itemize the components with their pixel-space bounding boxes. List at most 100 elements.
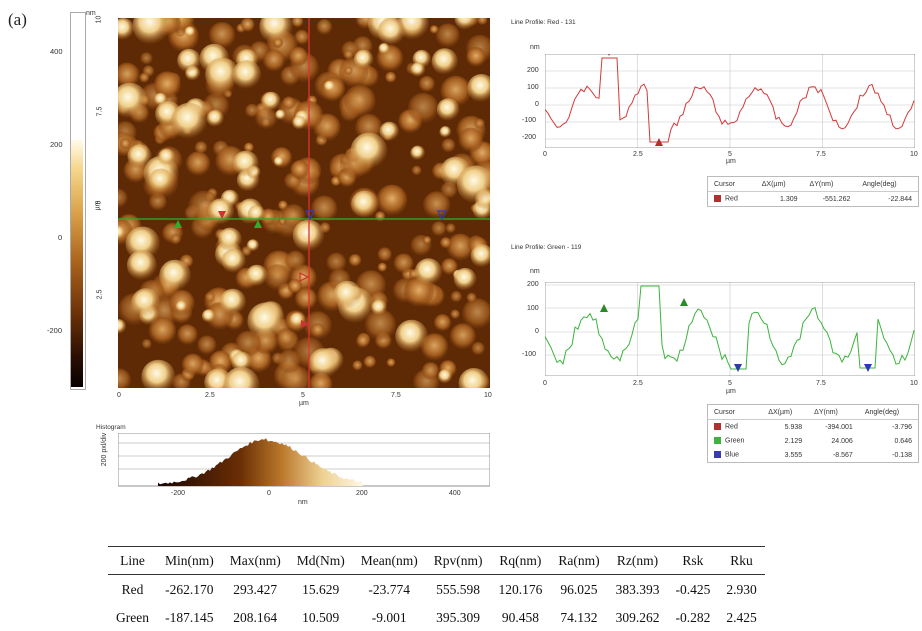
table-cell: 10.509 xyxy=(302,610,340,625)
table-cell: 395.309 xyxy=(436,610,481,625)
legend-cursor-name: Green xyxy=(725,437,745,445)
red-profile-series xyxy=(545,57,915,143)
green-xtick-10: 10 xyxy=(910,380,918,387)
green-profile-chart xyxy=(545,282,915,376)
legend-cursor-name: Red xyxy=(725,423,738,431)
green-swatch-icon xyxy=(714,437,721,445)
red-profile-unit: nm xyxy=(530,44,540,51)
green-profile-series xyxy=(545,285,915,370)
table-cell: -9.001 xyxy=(371,610,407,625)
legend-angle: 0.646 xyxy=(894,437,912,445)
colorbar-unit: nm xyxy=(86,10,96,17)
stats-header: Line xyxy=(108,546,157,575)
legend-dx: 3.555 xyxy=(784,451,803,459)
afm-xlabel: µm xyxy=(299,400,309,407)
table-cell: 555.598 xyxy=(436,582,481,597)
red-xtick-7.5: 7.5 xyxy=(816,151,826,158)
table-cell: 383.393 xyxy=(615,582,660,597)
legend-dy: -394.001 xyxy=(825,423,853,431)
colorbar-tick-400: 400 xyxy=(50,47,63,56)
stats-header: Rsk xyxy=(667,546,719,575)
afm-ytick-7.5: 7.5 xyxy=(96,106,104,117)
histogram-xtick-0: 0 xyxy=(267,490,271,497)
table-cell: -0.282 xyxy=(675,610,711,625)
histogram-title: Histogram xyxy=(96,424,126,431)
afm-ylabel: µm xyxy=(94,200,102,211)
legend-dx: 2.129 xyxy=(784,437,803,445)
green-cursor-marker-1 xyxy=(174,220,182,228)
red-cursor-marker-on-green xyxy=(218,211,226,219)
green-xtick-0: 0 xyxy=(543,380,547,387)
table-cell: 74.132 xyxy=(560,610,598,625)
legend-header-angle: Angle(deg) xyxy=(862,180,897,188)
red-cursor-legend: Cursor ΔX(µm) ΔY(nm) Angle(deg) Red 1.30… xyxy=(707,176,919,207)
green-xtick-7.5: 7.5 xyxy=(816,380,826,387)
legend-header-angle: Angle(deg) xyxy=(864,408,900,416)
red-swatch-icon xyxy=(714,423,721,431)
colorbar-tick-0: 0 xyxy=(58,233,63,242)
table-cell: 309.262 xyxy=(615,610,660,625)
red-ytick-neg100: -100 xyxy=(522,117,537,124)
red-xtick-5: 5 xyxy=(728,151,732,158)
legend-dy: 24.006 xyxy=(831,437,853,445)
stats-header: Ra(nm) xyxy=(550,546,608,575)
red-profile-chart xyxy=(545,54,915,148)
roughness-stats-table: Line Min(nm) Max(nm) Md(Nm) Mean(nm) Rpv… xyxy=(108,546,765,631)
green-legend-row-red[interactable]: Red 5.938 -394.001 -3.796 xyxy=(708,419,918,435)
red-ytick-neg200: -200 xyxy=(522,134,537,141)
green-legend-row-blue[interactable]: Blue 3.555 -8.567 -0.138 xyxy=(708,448,918,462)
histogram-xtick-neg200: -200 xyxy=(171,490,186,497)
legend-dy: -551.262 xyxy=(822,195,851,203)
table-cell: Red xyxy=(121,582,144,597)
legend-header-dy: ΔY(nm) xyxy=(809,180,834,188)
colorbar-gradient xyxy=(71,140,83,387)
blue-cursor-marker-1 xyxy=(305,210,315,221)
legend-header-dx: ΔX(µm) xyxy=(768,408,793,416)
green-cursor-legend: Cursor ΔX(µm) ΔY(nm) Angle(deg) Red 5.93… xyxy=(707,404,919,463)
histogram-ylabel: 200 pxl/div xyxy=(101,432,109,467)
green-cursor-marker-2 xyxy=(254,220,262,228)
afm-xtick-0: 0 xyxy=(117,392,121,399)
stats-row-green: Green -187.145 208.164 10.509 -9.001 395… xyxy=(108,603,765,631)
red-profile-title: Line Profile: Red - 131 xyxy=(511,19,576,26)
stats-header: Max(nm) xyxy=(221,546,289,575)
afm-topography-image[interactable] xyxy=(118,18,490,388)
colorbar-frame xyxy=(70,12,86,390)
red-xtick-0: 0 xyxy=(543,151,547,158)
legend-angle: -22.844 xyxy=(888,195,912,203)
green-legend-row-green[interactable]: Green 2.129 24.006 0.646 xyxy=(708,434,918,448)
stats-header: Rpv(nm) xyxy=(425,546,491,575)
legend-dx: 5.938 xyxy=(784,423,803,431)
green-ytick-neg100: -100 xyxy=(522,351,537,358)
green-profile-cursor-1 xyxy=(600,304,608,312)
red-profile-max-cursor xyxy=(608,54,610,56)
red-ytick-0: 0 xyxy=(535,101,539,108)
red-legend-row-red[interactable]: Red 1.309 -551.262 -22.844 xyxy=(708,191,918,207)
green-xlabel: µm xyxy=(726,388,736,395)
table-cell: -262.170 xyxy=(165,582,214,597)
red-legend-header-row: Cursor ΔX(µm) ΔY(nm) Angle(deg) xyxy=(708,177,918,192)
legend-header-cursor: Cursor xyxy=(714,408,736,416)
table-cell: 293.427 xyxy=(233,582,278,597)
table-cell: 120.176 xyxy=(498,582,543,597)
red-ytick-200: 200 xyxy=(527,67,539,74)
histogram-xlabel: nm xyxy=(298,499,308,506)
legend-angle: -3.796 xyxy=(892,423,912,431)
table-cell: -23.774 xyxy=(368,582,411,597)
legend-dy: -8.567 xyxy=(832,451,853,459)
green-profile-unit: nm xyxy=(530,268,540,275)
red-swatch-icon xyxy=(714,195,721,203)
red-xlabel: µm xyxy=(726,158,736,165)
green-profile-blue-cursor-1 xyxy=(734,364,742,372)
afm-ytick-10: 10 xyxy=(95,15,103,24)
stats-header: Md(Nm) xyxy=(288,546,353,575)
blue-cursor-marker-2 xyxy=(437,210,447,221)
legend-cursor-name: Blue xyxy=(725,451,740,459)
green-profile-blue-cursor-2 xyxy=(864,364,872,372)
histogram-xtick-400: 400 xyxy=(449,490,461,497)
histogram-chart xyxy=(118,433,490,487)
table-cell: 2.425 xyxy=(726,610,757,625)
legend-header-dy: ΔY(nm) xyxy=(814,408,838,416)
afm-xtick-7.5: 7.5 xyxy=(391,392,401,399)
blue-swatch-icon xyxy=(714,451,721,459)
